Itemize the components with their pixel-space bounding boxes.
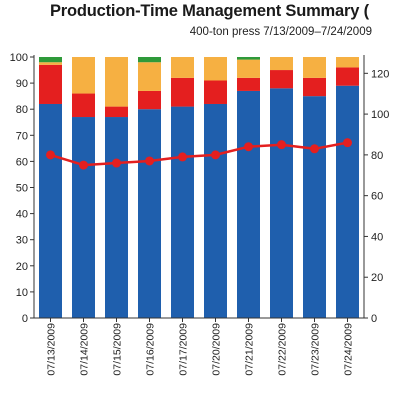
- x-tick-label: 07/22/2009: [277, 323, 289, 376]
- bar-segment-2: [237, 59, 260, 78]
- line-point: [310, 144, 319, 154]
- left-tick-label: 70: [16, 130, 28, 142]
- bar-segment-1: [72, 93, 95, 118]
- bar-segment-0: [138, 109, 161, 318]
- right-tick-label: 60: [371, 191, 383, 203]
- bar-segment-3: [237, 57, 260, 60]
- bar-segment-3: [39, 57, 62, 63]
- left-tick-label: 100: [10, 52, 28, 64]
- left-tick-label: 90: [16, 78, 28, 90]
- x-tick-label: 07/21/2009: [244, 323, 256, 376]
- bar-segment-2: [303, 57, 326, 78]
- right-tick-label: 100: [371, 109, 389, 121]
- bar-segment-2: [138, 62, 161, 91]
- line-series: [46, 138, 352, 170]
- right-axis: 0 20 40 60 80 100 120: [363, 55, 389, 325]
- line-point: [178, 152, 187, 162]
- bar-segment-2: [336, 57, 359, 68]
- left-tick-label: 50: [16, 183, 28, 195]
- left-tick-label: 10: [16, 287, 28, 299]
- right-tick-label: 20: [371, 272, 383, 284]
- bar-segment-1: [270, 70, 293, 89]
- bar-segment-0: [39, 103, 62, 318]
- x-tick-label: 07/16/2009: [145, 323, 157, 376]
- left-tick-label: 20: [16, 261, 28, 273]
- chart-title: Production-Time Management Summary (: [50, 2, 369, 20]
- right-tick-label: 0: [371, 313, 377, 325]
- left-axis: 0 10 20 30 40 50 60 70 80 90 100: [10, 52, 35, 325]
- bar-segment-1: [237, 77, 260, 91]
- x-tick-label: 07/15/2009: [112, 323, 124, 376]
- bar-segment-2: [72, 57, 95, 94]
- bar-segment-2: [171, 57, 194, 78]
- x-tick-label: 07/13/2009: [46, 323, 58, 376]
- bar-segment-1: [336, 67, 359, 86]
- bar-segment-0: [336, 85, 359, 319]
- line-point: [277, 140, 286, 150]
- bar-segment-0: [303, 96, 326, 319]
- line-point: [343, 138, 352, 148]
- x-tick-label: 07/17/2009: [178, 323, 190, 376]
- left-tick-label: 0: [22, 313, 28, 325]
- bar-segment-1: [303, 77, 326, 97]
- bar-segment-2: [39, 62, 62, 65]
- line-point: [244, 142, 253, 152]
- bar-segment-1: [171, 77, 194, 107]
- line-series-path: [50, 141, 348, 167]
- stacked-bars: [39, 57, 359, 319]
- x-tick-label: 07/14/2009: [79, 323, 91, 376]
- chart-subtitle: 400-ton press 7/13/2009–7/24/2009: [189, 26, 372, 38]
- line-point: [112, 158, 121, 168]
- bar-segment-0: [237, 90, 260, 319]
- bar-segment-0: [105, 117, 128, 318]
- bar-segment-0: [72, 117, 95, 318]
- left-tick-label: 60: [16, 156, 28, 168]
- left-tick-label: 40: [16, 209, 28, 221]
- bar-segment-0: [270, 88, 293, 318]
- x-tick-label: 07/24/2009: [343, 323, 355, 376]
- line-point: [145, 156, 154, 166]
- bar-segment-2: [270, 57, 293, 71]
- bar-segment-3: [138, 57, 161, 63]
- bar-segment-1: [105, 106, 128, 118]
- right-tick-label: 80: [371, 150, 383, 162]
- line-point: [46, 150, 55, 160]
- right-tick-label: 40: [371, 231, 383, 243]
- bar-segment-1: [39, 64, 62, 104]
- bar-segment-1: [138, 90, 161, 110]
- x-tick-label: 07/20/2009: [211, 323, 223, 376]
- line-point: [211, 150, 220, 160]
- bar-segment-1: [204, 80, 227, 104]
- bar-segment-0: [204, 103, 227, 318]
- right-tick-label: 120: [371, 68, 389, 80]
- bar-segment-2: [105, 57, 128, 107]
- bar-segment-0: [171, 106, 194, 318]
- left-tick-label: 80: [16, 104, 28, 116]
- left-tick-label: 30: [16, 235, 28, 247]
- line-point: [79, 160, 88, 170]
- x-tick-label: 07/23/2009: [310, 323, 322, 376]
- bar-segment-2: [204, 57, 227, 81]
- x-axis: 07/13/2009 07/14/2009 07/15/2009 07/16/2009…: [34, 317, 364, 376]
